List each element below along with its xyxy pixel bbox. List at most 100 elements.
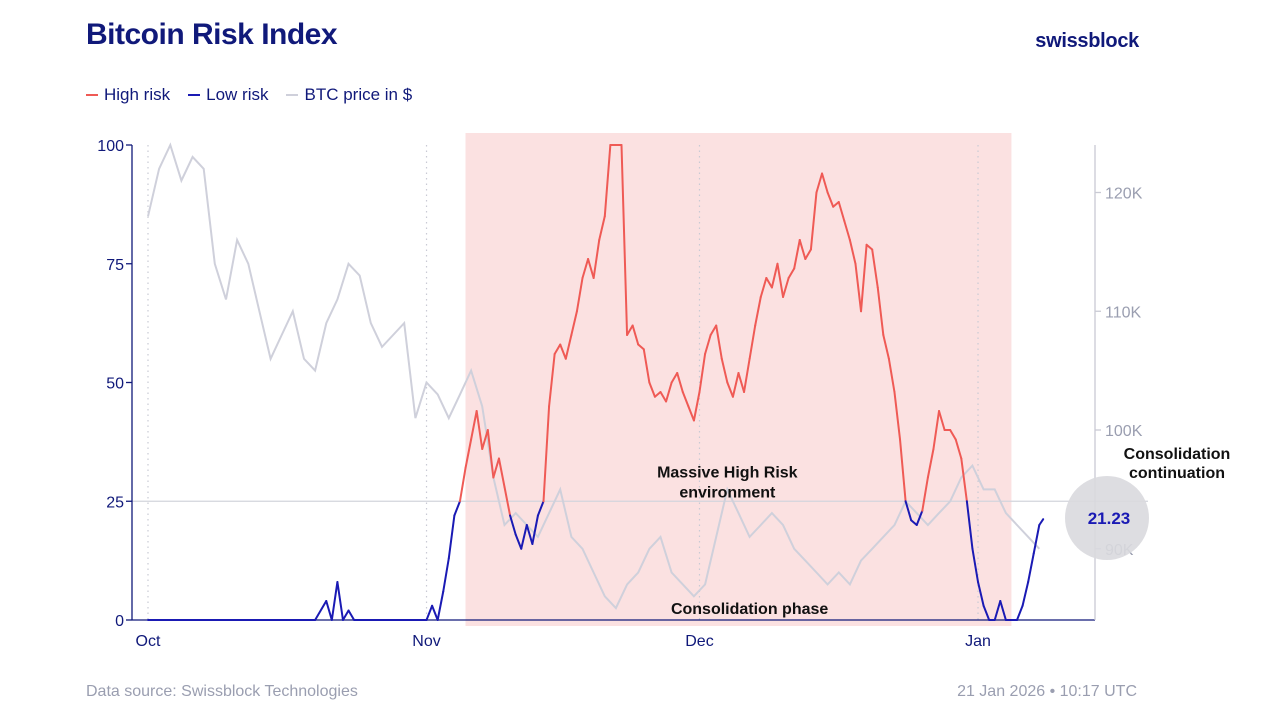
high-risk-segment bbox=[715, 324, 723, 360]
high-risk-segment bbox=[603, 144, 612, 218]
low-risk-segment bbox=[336, 581, 344, 621]
high-risk-segment bbox=[926, 448, 935, 479]
latest-value-label: 21.23 bbox=[1088, 509, 1131, 528]
high-risk-segment bbox=[787, 267, 796, 279]
high-risk-segment bbox=[815, 172, 824, 194]
high-risk-segment bbox=[737, 372, 746, 393]
high-risk-segment bbox=[899, 438, 907, 503]
high-risk-segment bbox=[598, 215, 606, 241]
high-risk-segment bbox=[497, 457, 506, 488]
legend-swatch-high-risk bbox=[86, 94, 98, 96]
chart-legend: High risk Low risk BTC price in $ bbox=[86, 85, 412, 105]
high-risk-segment bbox=[809, 191, 818, 251]
high-risk-segment bbox=[581, 258, 590, 279]
high-risk-segment bbox=[770, 262, 779, 289]
legend-swatch-low-risk bbox=[188, 94, 201, 96]
high-risk-segment bbox=[804, 248, 812, 260]
low-risk-segment bbox=[1038, 518, 1045, 526]
left-tick-label: 50 bbox=[106, 376, 124, 393]
low-risk-segment bbox=[525, 524, 534, 545]
low-risk-segment bbox=[965, 500, 974, 550]
low-risk-segment bbox=[531, 514, 539, 545]
low-risk-segment bbox=[982, 604, 991, 621]
right-tick-label: 110K bbox=[1105, 304, 1142, 321]
low-risk-segment bbox=[330, 581, 339, 621]
legend-item-low-risk: Low risk bbox=[188, 85, 268, 105]
low-risk-segment bbox=[447, 514, 456, 560]
legend-item-btc-price: BTC price in $ bbox=[286, 85, 412, 105]
high-risk-segment bbox=[826, 191, 835, 208]
high-risk-segment bbox=[559, 343, 567, 360]
page-title: Bitcoin Risk Index bbox=[86, 18, 338, 51]
high-risk-segment bbox=[626, 324, 634, 336]
high-risk-segment bbox=[720, 357, 729, 384]
low-risk-segment bbox=[425, 604, 434, 621]
high-risk-segment bbox=[848, 239, 857, 265]
low-risk-segment bbox=[453, 500, 461, 517]
low-risk-segment bbox=[520, 524, 528, 550]
high-risk-segment bbox=[681, 391, 690, 408]
high-risk-segment bbox=[782, 277, 790, 298]
legend-label-low-risk: Low risk bbox=[206, 85, 269, 104]
high-risk-segment bbox=[670, 372, 679, 384]
high-risk-segment bbox=[458, 467, 467, 503]
latest-value-bubble bbox=[1065, 476, 1149, 560]
low-risk-segment bbox=[1032, 524, 1041, 555]
low-risk-segment bbox=[999, 600, 1007, 621]
low-risk-segment bbox=[971, 547, 980, 583]
legend-label-btc-price: BTC price in $ bbox=[304, 85, 413, 104]
left-tick-label: 0 bbox=[115, 613, 124, 630]
low-risk-segment bbox=[347, 609, 356, 621]
low-risk-segment bbox=[993, 600, 1002, 621]
high-risk-segment bbox=[692, 391, 701, 422]
data-source-note: Data source: Swissblock Technologies bbox=[86, 683, 358, 700]
legend-label-high-risk: High risk bbox=[104, 85, 171, 104]
high-risk-segment bbox=[893, 391, 902, 441]
high-risk-segment bbox=[726, 381, 734, 398]
high-risk-segment bbox=[798, 239, 807, 260]
high-risk-segment bbox=[687, 405, 695, 422]
high-risk-segment bbox=[653, 391, 662, 398]
high-risk-segment bbox=[821, 172, 829, 194]
high-risk-segment bbox=[464, 438, 473, 469]
brand-logo: swissblock bbox=[1035, 30, 1139, 52]
low-risk-segment bbox=[314, 600, 328, 621]
low-risk-segment bbox=[341, 609, 350, 621]
high-risk-segment bbox=[832, 201, 840, 208]
high-risk-segment bbox=[642, 348, 651, 384]
high-risk-segment bbox=[887, 357, 896, 393]
high-risk-segment bbox=[575, 277, 584, 313]
high-risk-segment bbox=[949, 429, 957, 441]
high-risk-segment bbox=[570, 310, 578, 336]
high-risk-segment bbox=[882, 334, 890, 360]
low-risk-segment bbox=[431, 604, 439, 621]
high-risk-segment bbox=[492, 457, 500, 479]
high-risk-segment bbox=[676, 372, 684, 393]
high-risk-segment bbox=[731, 372, 740, 398]
high-risk-segment bbox=[486, 429, 495, 479]
low-risk-segment bbox=[536, 500, 545, 517]
x-tick-label: Jan bbox=[965, 633, 991, 650]
left-tick-label: 100 bbox=[97, 138, 124, 155]
high-risk-segment bbox=[954, 438, 963, 460]
high-risk-segment bbox=[592, 239, 601, 279]
high-risk-segment bbox=[759, 277, 768, 298]
high-risk-segment bbox=[871, 248, 879, 289]
high-risk-segment bbox=[587, 258, 595, 279]
low-risk-segment bbox=[442, 557, 450, 593]
high-risk-highlight-band bbox=[465, 133, 1012, 626]
x-tick-label: Nov bbox=[412, 633, 440, 650]
high-risk-segment bbox=[776, 262, 785, 298]
high-risk-segment bbox=[698, 353, 707, 393]
high-risk-segment bbox=[921, 476, 929, 512]
low-risk-segment bbox=[325, 600, 333, 621]
high-risk-segment bbox=[709, 324, 718, 336]
btc-price-line bbox=[147, 142, 1041, 610]
high-risk-segment bbox=[620, 144, 629, 336]
low-risk-segment bbox=[1027, 552, 1035, 583]
low-risk-segment bbox=[514, 533, 523, 550]
high-risk-segment bbox=[564, 334, 573, 360]
annotation-consolidation-phase: Consolidation phase bbox=[671, 601, 828, 618]
high-risk-segment bbox=[481, 429, 489, 450]
legend-swatch-btc-price bbox=[286, 94, 299, 96]
